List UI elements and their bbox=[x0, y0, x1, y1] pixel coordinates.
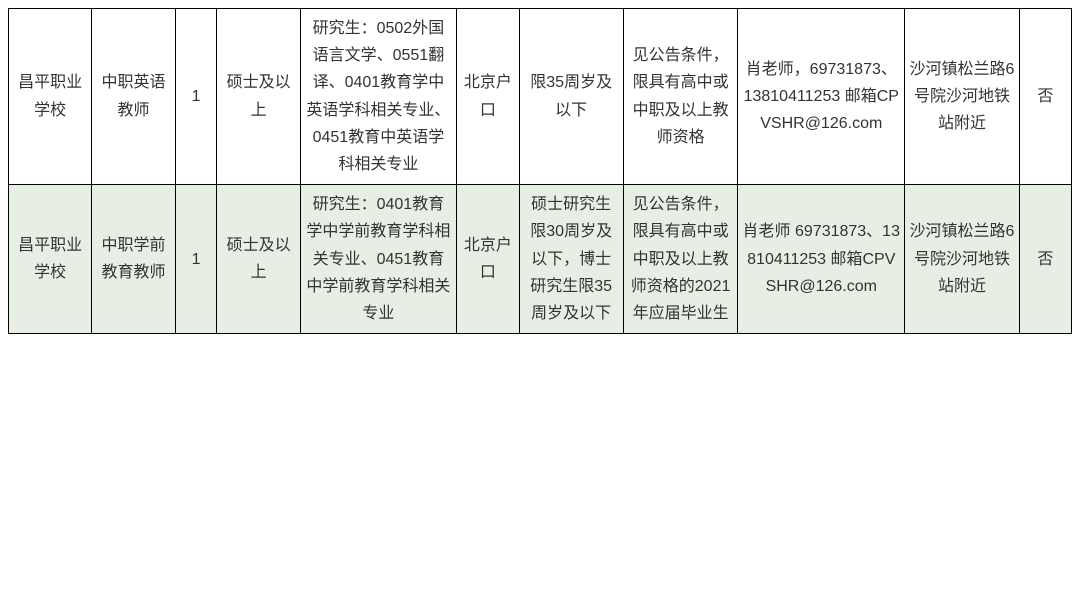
cell-flag: 否 bbox=[1019, 9, 1071, 185]
cell-requirements: 见公告条件，限具有高中或中职及以上教师资格的2021年应届毕业生 bbox=[623, 185, 738, 334]
cell-degree: 硕士及以上 bbox=[217, 9, 300, 185]
cell-hukou: 北京户口 bbox=[457, 9, 520, 185]
cell-major: 研究生：0401教育学中学前教育学科相关专业、0451教育中学前教育学科相关专业 bbox=[300, 185, 456, 334]
cell-flag: 否 bbox=[1019, 185, 1071, 334]
cell-position: 中职英语教师 bbox=[92, 9, 175, 185]
table-row: 昌平职业学校 中职学前教育教师 1 硕士及以上 研究生：0401教育学中学前教育… bbox=[9, 185, 1072, 334]
cell-contact: 肖老师，69731873、13810411253 邮箱CPVSHR@126.co… bbox=[738, 9, 905, 185]
cell-contact: 肖老师 69731873、13810411253 邮箱CPVSHR@126.co… bbox=[738, 185, 905, 334]
cell-major: 研究生：0502外国语言文学、0551翻译、0401教育学中英语学科相关专业、0… bbox=[300, 9, 456, 185]
cell-school: 昌平职业学校 bbox=[9, 9, 92, 185]
cell-address: 沙河镇松兰路6号院沙河地铁站附近 bbox=[905, 185, 1020, 334]
cell-address: 沙河镇松兰路6号院沙河地铁站附近 bbox=[905, 9, 1020, 185]
cell-degree: 硕士及以上 bbox=[217, 185, 300, 334]
cell-requirements: 见公告条件，限具有高中或中职及以上教师资格 bbox=[623, 9, 738, 185]
cell-count: 1 bbox=[175, 9, 217, 185]
cell-age: 硕士研究生限30周岁及以下，博士研究生限35周岁及以下 bbox=[519, 185, 623, 334]
cell-school: 昌平职业学校 bbox=[9, 185, 92, 334]
cell-count: 1 bbox=[175, 185, 217, 334]
cell-position: 中职学前教育教师 bbox=[92, 185, 175, 334]
table-row: 昌平职业学校 中职英语教师 1 硕士及以上 研究生：0502外国语言文学、055… bbox=[9, 9, 1072, 185]
recruitment-table: 昌平职业学校 中职英语教师 1 硕士及以上 研究生：0502外国语言文学、055… bbox=[8, 8, 1072, 334]
cell-age: 限35周岁及以下 bbox=[519, 9, 623, 185]
cell-hukou: 北京户口 bbox=[457, 185, 520, 334]
